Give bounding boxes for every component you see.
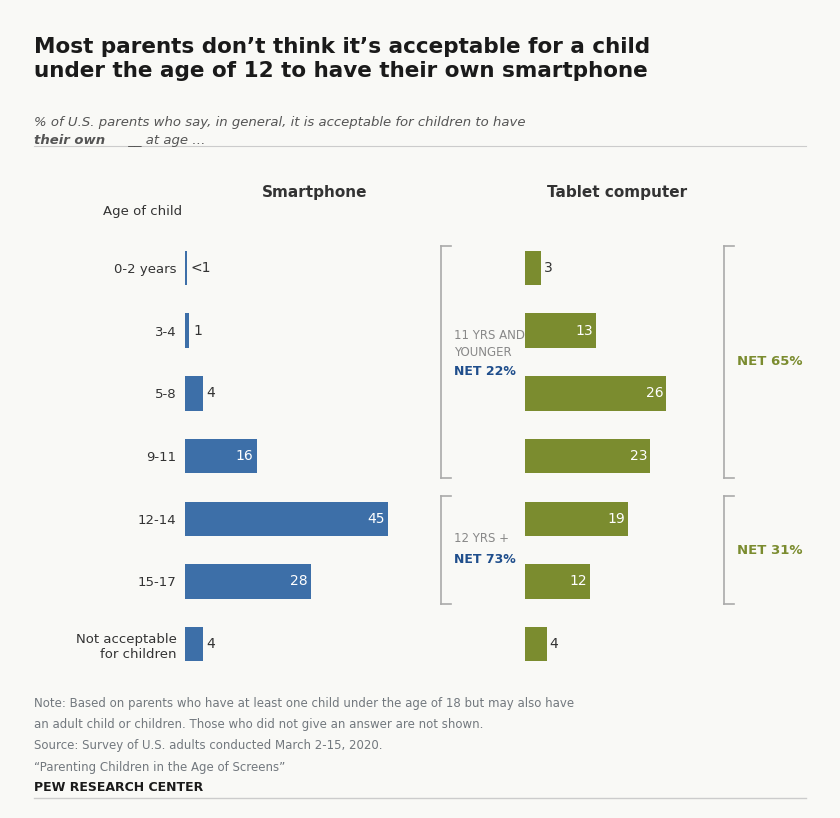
Text: 23: 23	[630, 449, 648, 463]
Text: 4: 4	[207, 637, 215, 651]
Bar	[185, 250, 187, 285]
Bar	[185, 627, 203, 662]
Text: 28: 28	[290, 574, 307, 588]
Bar	[185, 313, 189, 348]
Bar	[525, 501, 628, 536]
Text: Age of child: Age of child	[103, 204, 182, 218]
Text: NET 31%: NET 31%	[737, 544, 802, 556]
Text: Note: Based on parents who have at least one child under the age of 18 but may a: Note: Based on parents who have at least…	[34, 697, 574, 710]
Text: % of U.S. parents who say, in general, it is acceptable for children to have: % of U.S. parents who say, in general, i…	[34, 116, 525, 129]
Bar	[525, 376, 666, 411]
Text: 4: 4	[207, 386, 215, 400]
Bar	[185, 438, 257, 474]
Text: an adult child or children. Those who did not give an answer are not shown.: an adult child or children. Those who di…	[34, 718, 483, 731]
Bar	[525, 438, 650, 474]
Text: “Parenting Children in the Age of Screens”: “Parenting Children in the Age of Screen…	[34, 761, 285, 774]
Bar	[525, 627, 547, 662]
Text: 11 YRS AND
YOUNGER: 11 YRS AND YOUNGER	[454, 329, 525, 359]
Text: Most parents don’t think it’s acceptable for a child
under the age of 12 to have: Most parents don’t think it’s acceptable…	[34, 37, 649, 81]
Text: NET 22%: NET 22%	[454, 366, 516, 378]
Text: NET 73%: NET 73%	[454, 554, 516, 566]
Text: 16: 16	[236, 449, 254, 463]
Text: __ at age …: __ at age …	[124, 134, 206, 147]
Text: PEW RESEARCH CENTER: PEW RESEARCH CENTER	[34, 781, 202, 794]
Text: 3: 3	[544, 261, 553, 275]
Text: 45: 45	[367, 512, 385, 526]
Text: Source: Survey of U.S. adults conducted March 2-15, 2020.: Source: Survey of U.S. adults conducted …	[34, 739, 382, 753]
Bar	[525, 313, 596, 348]
Text: 19: 19	[608, 512, 626, 526]
Text: 26: 26	[646, 386, 664, 400]
Bar	[185, 376, 203, 411]
Text: <1: <1	[191, 261, 211, 275]
Bar	[185, 501, 388, 536]
Bar	[185, 564, 312, 599]
Text: 1: 1	[193, 324, 202, 338]
Bar	[525, 564, 591, 599]
Text: their own: their own	[34, 134, 105, 147]
Bar	[525, 250, 541, 285]
Text: Tablet computer: Tablet computer	[548, 185, 687, 200]
Text: Smartphone: Smartphone	[261, 185, 367, 200]
Text: 13: 13	[575, 324, 593, 338]
Text: 12: 12	[570, 574, 587, 588]
Text: NET 65%: NET 65%	[737, 356, 802, 368]
Text: 12 YRS +: 12 YRS +	[454, 533, 508, 545]
Text: 4: 4	[549, 637, 559, 651]
